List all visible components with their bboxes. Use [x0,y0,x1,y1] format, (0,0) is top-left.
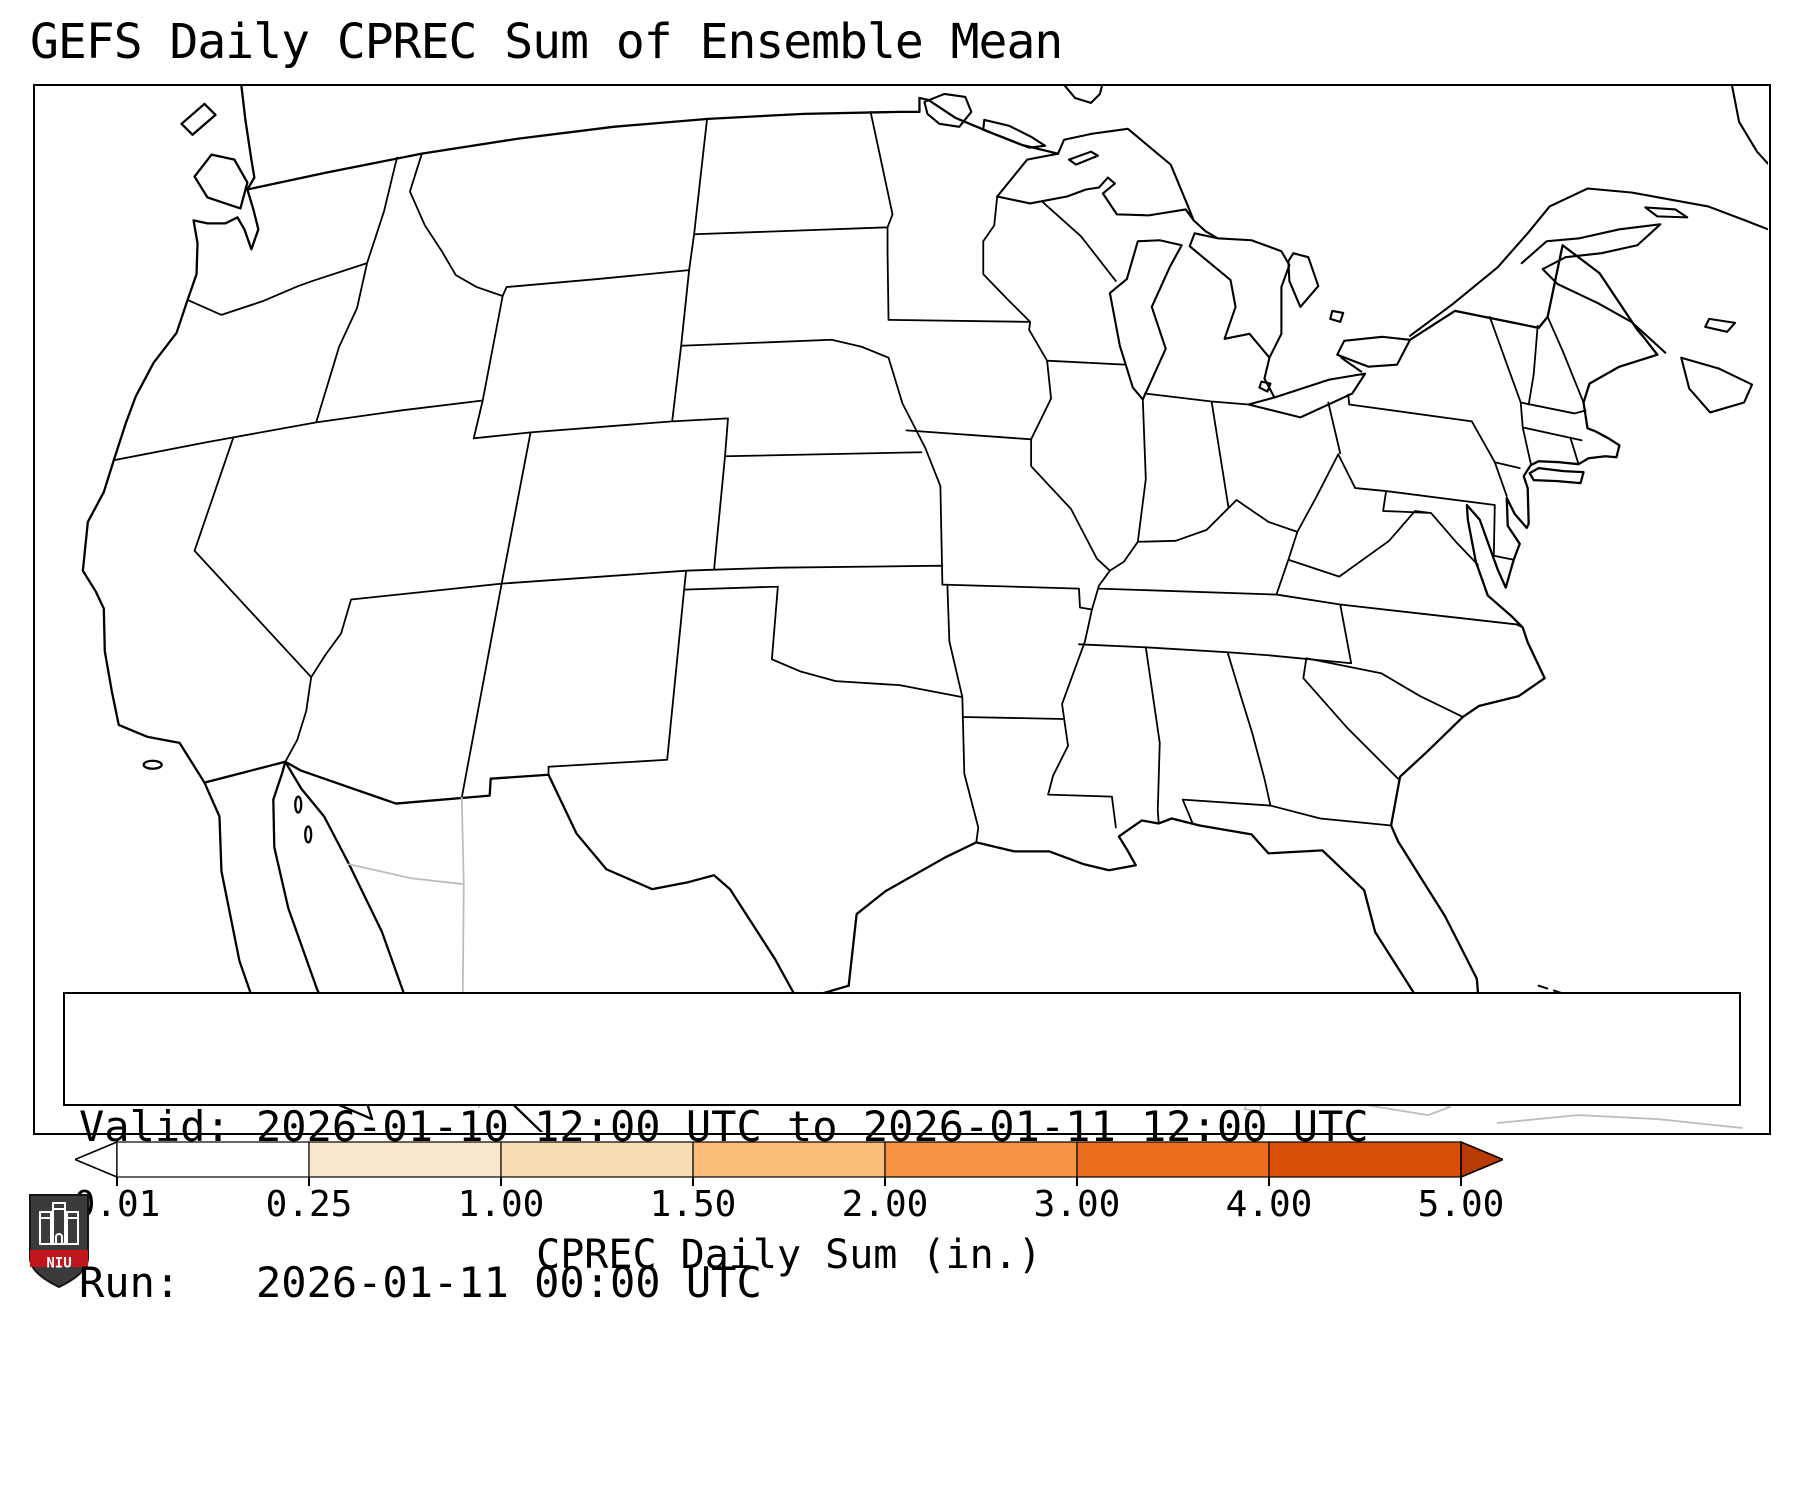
colorbar-over-arrow [1460,1140,1503,1179]
state-borders-central [547,195,1524,844]
colorbar-segment [692,1141,886,1178]
lake-simcoe [1329,309,1345,323]
vancouver-island [193,153,249,210]
lake-huron [1188,232,1291,359]
figure-title: GEFS Daily CPREC Sum of Ensemble Mean [30,14,1063,70]
nova-scotia [1680,356,1754,414]
colorbar-tick-label: 4.00 [1225,1184,1313,1225]
baja-coast [203,760,374,1121]
colorbar-segment [116,1141,310,1178]
lake-connectors [1192,219,1363,399]
colorbar-tick-label: 1.00 [457,1184,545,1225]
castle-icon [39,1202,79,1245]
us-mexico-border [203,760,850,1002]
colorbar [75,1140,1503,1186]
st-lawrence-north-shore [1408,187,1768,337]
gaspe-new-brunswick-coast [1520,223,1667,354]
long-island [1528,467,1585,485]
colorbar-tick-label: 1.50 [649,1184,737,1225]
lake-nipigon [1063,86,1103,104]
lake-michigan [1108,239,1183,401]
state-borders-east [1109,316,1587,780]
us-canada-east-border [1408,244,1659,356]
us-canada-49th-border [246,96,1060,191]
channel-islands [142,759,163,770]
colorbar-tick-label: 0.25 [265,1184,353,1225]
gulf-gray-coast [1496,1114,1743,1129]
map-frame: Valid: 2026-01-10 12:00 UTC to 2026-01-1… [33,84,1771,1307]
rainy-lake [982,118,1047,149]
info-box: Valid: 2026-01-10 12:00 UTC to 2026-01-1… [63,992,1741,1307]
canada-northeast [923,86,1768,414]
colorbar-axis-label: CPREC Daily Sum (in.) [536,1232,1042,1278]
gulf-atlantic-coast [847,353,1659,1037]
run-time-text: Run: 2026-01-11 00:00 UTC [79,1258,762,1307]
prince-edward-island [1704,317,1737,333]
colorbar-tick-label: 5.00 [1417,1184,1505,1225]
georgian-bay [1287,252,1320,308]
lake-superior [996,127,1195,222]
conus-map [81,86,1768,1132]
pacific-coast [81,86,260,784]
anticosti-island [1644,206,1689,219]
bc-island [180,102,217,136]
colorbar-segment [1268,1141,1462,1178]
colorbar-tick-label: 3.00 [1033,1184,1121,1225]
gulf-of-california-islands [294,795,313,844]
state-borders-west [112,110,944,799]
colorbar-tick-label: 2.00 [841,1184,929,1225]
valid-time-text: Valid: 2026-01-10 12:00 UTC to 2026-01-1… [79,1102,1369,1151]
colorbar-segment [1076,1141,1270,1178]
lake-ontario [1336,335,1412,368]
niu-logo-text: NIU [46,1256,71,1272]
niu-logo: NIU [29,1194,89,1289]
colorbar-segment [884,1141,1078,1178]
great-lakes [996,127,1412,419]
newfoundland-edge [1731,86,1768,165]
coastlines [81,86,1659,1132]
colorbar-ticks [116,1177,1462,1186]
lake-of-the-woods [923,92,973,128]
colorbar-segment [500,1141,694,1178]
us-state-borders [112,110,1587,844]
niu-banner [30,1250,88,1267]
isle-royale [1067,150,1099,166]
